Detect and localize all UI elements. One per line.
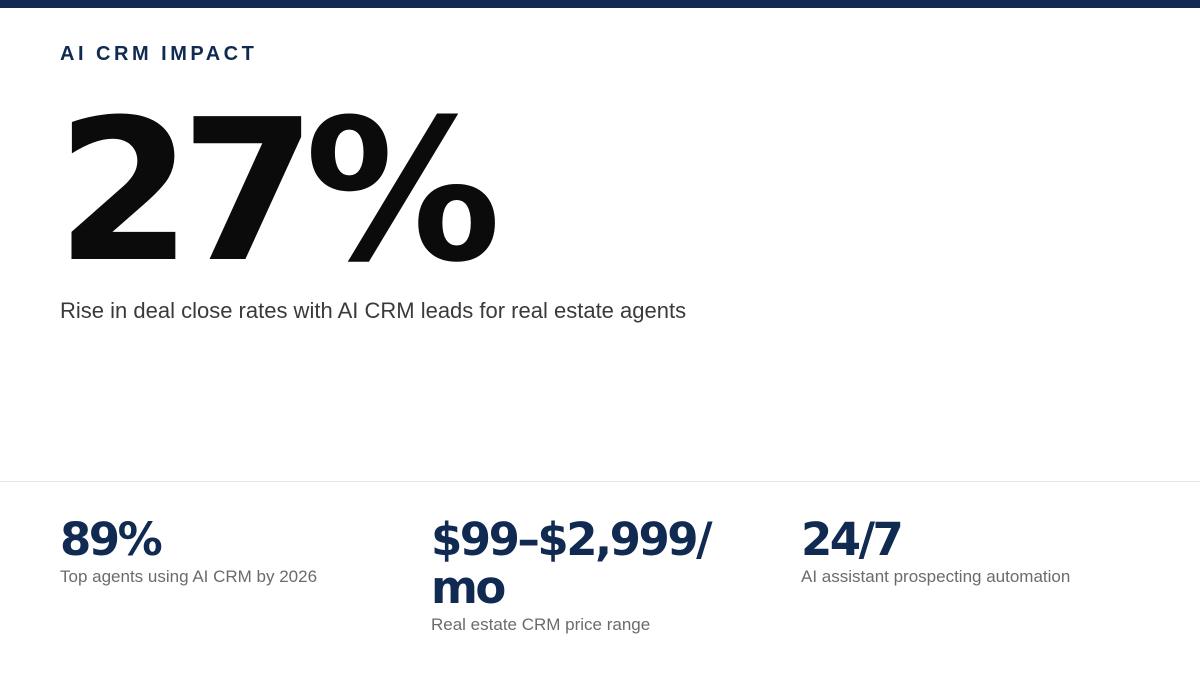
- hero-stat-caption: Rise in deal close rates with AI CRM lea…: [60, 298, 687, 323]
- divider: [0, 481, 1200, 482]
- stat-label: Real estate CRM price range: [431, 615, 651, 634]
- stat-card-agents: 89% Top agents using AI CRM by 2026: [60, 516, 390, 588]
- hero-stat-value: 27%: [56, 78, 501, 306]
- stat-value: 24/7: [801, 513, 904, 566]
- stat-value: $99–$2,999/ mo: [431, 513, 713, 614]
- stat-label: Top agents using AI CRM by 2026: [60, 567, 318, 586]
- stat-card-automation: 24/7 AI assistant prospecting automation: [801, 516, 1161, 588]
- stat-label: AI assistant prospecting automation: [801, 567, 1071, 586]
- stat-value: 89%: [60, 513, 163, 566]
- section-eyebrow: AI CRM IMPACT: [60, 43, 258, 65]
- top-accent-bar: [0, 0, 1200, 8]
- stat-card-price: $99–$2,999/ mo Real estate CRM price ran…: [431, 516, 761, 636]
